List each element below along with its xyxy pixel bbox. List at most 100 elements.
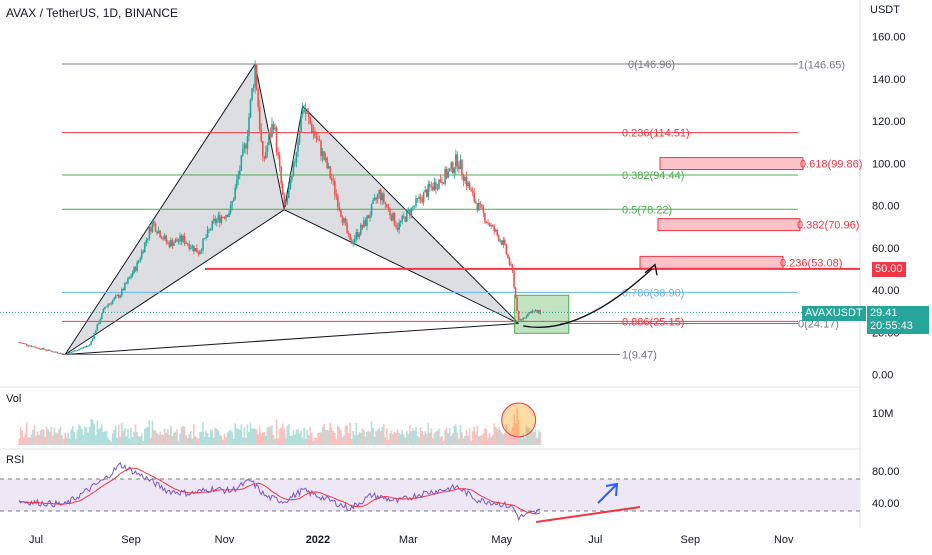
x-tick-label: Nov <box>774 534 794 546</box>
candle-body <box>171 240 174 246</box>
candle-body <box>160 237 163 239</box>
candle-body <box>277 152 279 155</box>
candle-body <box>145 239 148 243</box>
candle-body <box>177 241 180 243</box>
candle-body <box>427 184 430 197</box>
volume-bar <box>127 428 129 445</box>
volume-bar <box>536 437 538 445</box>
symbol-badge[interactable]: AVAXUSDT <box>802 306 866 321</box>
candle-body <box>324 157 327 161</box>
volume-bar <box>234 423 236 445</box>
candle-body <box>165 235 168 242</box>
volume-bar <box>314 437 316 445</box>
fib-level-label: 0.382(94.44) <box>622 170 684 182</box>
candle-body <box>349 233 351 241</box>
candle-body <box>390 215 393 221</box>
candle-body <box>113 298 115 301</box>
candle-body <box>448 168 451 172</box>
volume-bar <box>67 432 69 445</box>
volume-bar <box>464 435 466 445</box>
y-tick-label: 120.00 <box>872 116 906 128</box>
volume-bar <box>105 430 108 445</box>
candle-body <box>219 215 221 223</box>
volume-bar <box>504 432 506 445</box>
candle-body <box>406 210 408 222</box>
volume-bar <box>471 430 474 445</box>
candle-body <box>21 342 24 344</box>
volume-bar <box>384 437 387 445</box>
volume-bar <box>412 428 414 445</box>
candle-body <box>19 342 22 344</box>
volume-bar <box>142 441 145 445</box>
candle-body <box>530 312 532 314</box>
volume-bar <box>61 435 63 445</box>
candle-body <box>280 166 282 184</box>
candle-body <box>413 205 416 207</box>
candle-body <box>410 207 413 216</box>
candle-body <box>329 166 331 179</box>
volume-bar <box>240 424 243 445</box>
candle-body <box>212 218 215 221</box>
volume-bar <box>41 429 43 445</box>
volume-bar <box>84 426 86 445</box>
volume-bar <box>140 433 143 445</box>
candle-body <box>79 348 82 350</box>
volume-bar <box>520 439 523 445</box>
candle-body <box>208 229 210 231</box>
candle-body <box>26 343 28 346</box>
volume-bar <box>406 430 408 445</box>
candle-body <box>48 349 51 351</box>
candle-body <box>96 324 99 331</box>
volume-bar <box>387 439 390 445</box>
volume-bar <box>245 437 247 445</box>
volume-bar <box>44 436 46 445</box>
volume-bar <box>217 430 220 445</box>
candle-body <box>459 159 462 170</box>
volume-bar <box>373 436 376 445</box>
candle-body <box>289 179 292 189</box>
candle-body <box>185 243 187 245</box>
volume-bar <box>55 432 57 445</box>
candle-body <box>396 227 399 230</box>
volume-bar <box>404 437 407 445</box>
volume-bar <box>166 429 169 445</box>
volume-bar <box>291 435 293 445</box>
candle-body <box>412 206 414 208</box>
candle-body <box>130 276 132 278</box>
volume-bar <box>344 425 347 445</box>
volume-bar <box>499 430 502 445</box>
candle-body <box>114 295 117 299</box>
volume-bar <box>327 430 330 445</box>
volume-bar <box>485 429 488 445</box>
candle-body <box>188 244 191 249</box>
candle-body <box>450 162 453 169</box>
volume-bar <box>510 433 512 445</box>
volume-bar <box>257 434 259 445</box>
volume-bar <box>395 433 397 445</box>
candle-body <box>363 220 365 228</box>
volume-bar <box>48 431 51 445</box>
volume-bar <box>52 435 54 445</box>
candle-body <box>283 194 286 205</box>
volume-bar <box>188 434 191 445</box>
volume-bar <box>369 431 371 445</box>
candle-body <box>447 171 449 178</box>
candle-body <box>127 278 129 284</box>
volume-bar <box>278 429 281 445</box>
candle-body <box>242 148 244 156</box>
volume-bar <box>455 424 457 445</box>
candle-body <box>436 188 439 190</box>
candle-body <box>263 156 266 159</box>
candle-body <box>137 260 140 263</box>
candle-body <box>191 245 194 248</box>
candle-body <box>59 353 62 354</box>
volume-bar <box>219 434 221 445</box>
volume-bar <box>101 424 103 445</box>
volume-bar <box>134 424 137 445</box>
volume-bar <box>73 431 76 445</box>
volume-bar <box>94 435 97 445</box>
candle-body <box>307 113 310 118</box>
target-zone-label: 0.618(99.86) <box>800 159 862 171</box>
volume-bar <box>125 436 128 445</box>
volume-bar <box>50 426 53 445</box>
